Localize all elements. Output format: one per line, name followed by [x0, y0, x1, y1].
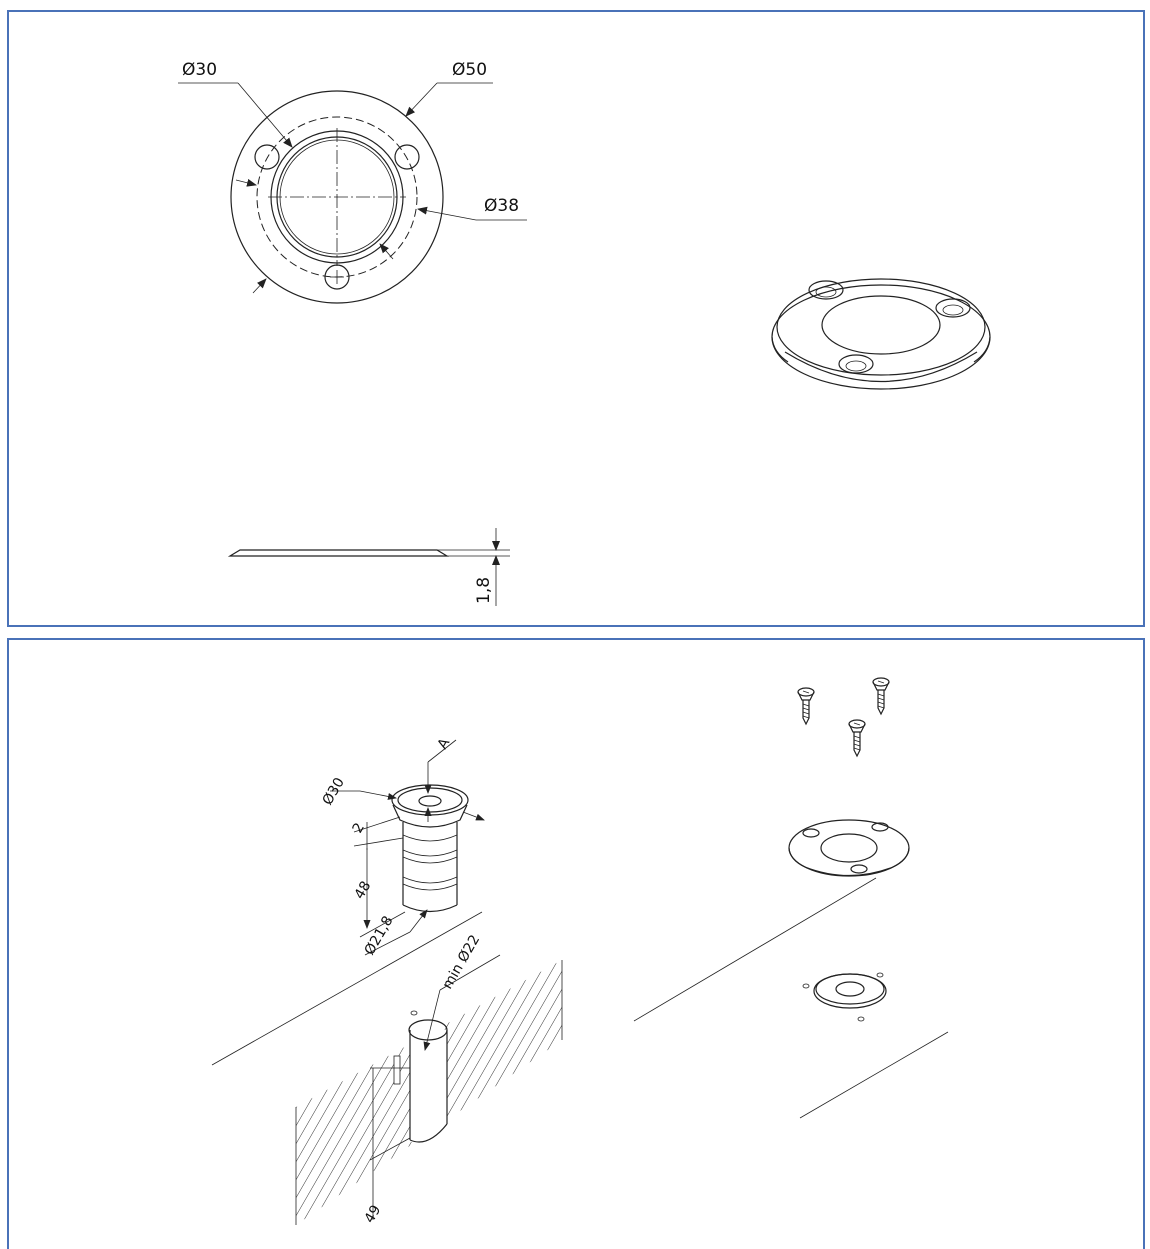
floor-surface: [633, 877, 949, 1119]
installation-panel: [7, 638, 1145, 1249]
dim-inner-diameter: Ø30: [178, 60, 394, 260]
svg-text:Ø30: Ø30: [182, 60, 217, 80]
svg-text:Ø30: Ø30: [320, 775, 348, 808]
flange-drawing: Ø30 Ø50 Ø38 1,8: [178, 60, 991, 606]
svg-text:Ø50: Ø50: [452, 60, 487, 80]
sleeve-part: [391, 784, 469, 913]
flange-plan-view: [230, 90, 444, 304]
svg-text:1,8: 1,8: [474, 577, 494, 604]
screws: [797, 677, 890, 758]
flange-installed: [802, 972, 887, 1022]
svg-text:49: 49: [362, 1203, 385, 1226]
dim-outer-diameter: Ø50: [252, 60, 493, 294]
svg-text:A: A: [435, 735, 454, 752]
flange-exploded: [788, 819, 910, 877]
flange-isometric-view: [771, 278, 991, 390]
ground-section: [211, 911, 563, 1225]
top-drawing-panel: [7, 10, 1145, 627]
svg-text:Ø38: Ø38: [484, 196, 519, 216]
dim-bolt-circle: Ø38: [235, 178, 527, 221]
svg-text:min Ø22: min Ø22: [440, 932, 484, 992]
flange-side-view: 1,8: [227, 528, 510, 606]
svg-text:2: 2: [350, 820, 368, 836]
svg-text:48: 48: [352, 879, 375, 902]
